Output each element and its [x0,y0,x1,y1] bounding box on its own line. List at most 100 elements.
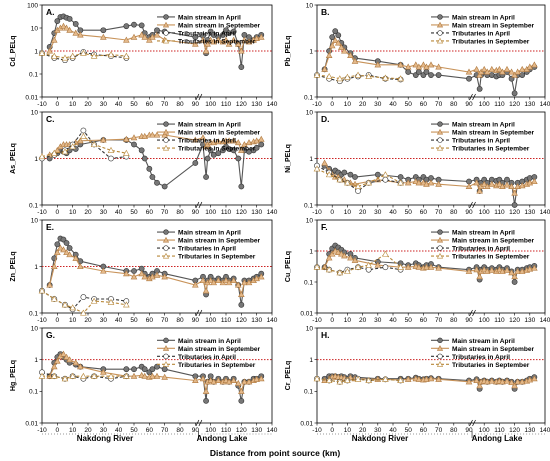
panel-pb-pelq-series-main-stream-in-april-point [428,72,434,78]
panel-cu-pelq-series-main-stream-in-september-point [499,267,506,274]
panel-cr-pelq-series-main-stream-in-september-point [404,375,412,382]
panel-pb-pelq-series-main-stream-in-april-point [519,72,526,78]
panel-hg-pelq-axis-break [195,419,200,427]
panel-cr-pelq-x-tick-label: 110 [494,427,505,434]
panel-cr-pelq-series-main-stream-in-september-point [526,376,534,383]
panel-ni-pelq-legend-label: Tributaries in September [452,146,530,153]
panel-cu-pelq-series-main-stream-in-september-point [328,250,336,257]
panel-cd-pelq-series-main-stream-in-september-point [141,33,149,40]
panel-hg-pelq-x-tick-label: 140 [267,427,278,434]
panel-cd-pelq-series-main-stream-in-september-point [50,36,58,43]
panel-hg-pelq-series-tributaries-in-september-line [42,375,127,380]
panel-pb-pelq-series-main-stream-in-september-point [328,42,336,49]
panel-cu-pelq-series-tributaries-in-september-point [344,267,351,274]
panel-pb-pelq-series-main-stream-in-september-point [435,63,442,70]
panel-cu-pelq-legend-swatch-marker [436,252,444,259]
panel-pb-pelq-series-main-stream-in-september [321,36,538,78]
panel-cu-pelq-series-tributaries-in-september-point [354,263,362,270]
panel-zn-pelq-series-main-stream-in-september-point [161,273,168,280]
panel-zn-pelq-y-tick-label: 1 [34,264,38,271]
panel-zn-pelq-series-main-stream-in-september-point [100,267,107,274]
panel-zn-pelq-series-tributaries-in-april-point [80,294,87,300]
panel-as-pelq-legend-label: Tributaries in April [178,138,236,145]
panel-cd-pelq-series-tributaries-in-september-point [123,52,130,59]
panel-cr-pelq-y-axis-label: Cr_PELq [285,361,292,391]
panel-zn-pelq-series-main-stream-in-april-point [238,301,245,308]
panel-ni-pelq-series-main-stream-in-september-point [531,178,538,185]
panel-pb-pelq-y-tick-label: 10 [306,2,314,9]
panel-ni-pelq-legend-swatch-marker [436,144,444,151]
panel-cd-pelq-series-main-stream-in-september [46,22,265,54]
panel-pb-pelq-series-main-stream-in-september-point [508,68,515,75]
panel-cr-pelq: -10 0 10 20 30 40 50 60 70 80 90 100 110 120 130 1400.0… [285,325,550,434]
panel-zn-pelq-series-main-stream-in-september-point [149,273,156,280]
panel-as-pelq-series-main-stream-in-april-point [138,147,145,154]
panel-cr-pelq-x-tick-label: 140 [540,427,550,434]
panel-ni-pelq-series-main-stream-in-september-point [404,179,412,186]
panel-cr-pelq-x-tick-label: 30 [374,427,382,434]
panel-hg-pelq-x-tick-label: 30 [100,427,108,434]
panel-cd-pelq-x-tick-label: 0 [56,101,60,108]
panel-as-pelq-axis-break [198,201,203,209]
panel-ni-pelq-x-tick-label: -10 [312,209,322,216]
panel-as-pelq-x-tick-label: 130 [251,209,262,216]
panel-cd-pelq-series-tributaries-in-september-point [69,52,76,59]
panel-cd-pelq-axis-break [195,93,200,101]
panel-ni-pelq-x-tick-label: 140 [540,209,550,216]
panel-ni-pelq-legend-swatch-marker [437,137,443,143]
panel-cd-pelq-series-main-stream-in-september-point [72,29,80,36]
panel-as-pelq-axis-break [195,201,200,209]
panel-hg-pelq-x-tick-label: 80 [176,427,184,434]
panel-hg-pelq-series-main-stream-in-september-point [66,356,73,363]
panel-cr-pelq-x-tick-label: 10 [344,427,352,434]
panel-ni-pelq-y-tick-label: 1 [309,156,313,163]
panel-cd-pelq-x-tick-label: 130 [251,101,262,108]
panel-cr-pelq-series-main-stream-in-september-point [435,375,442,382]
panel-cu-pelq-series-main-stream-in-september-point [334,249,342,255]
panel-cd-pelq-series-main-stream-in-september-point [138,31,145,38]
panel-cd-pelq-series-main-stream-in-september-point [234,40,242,47]
panel-hg-pelq-x-tick-label: 90 [192,427,200,434]
panel-cd-pelq-legend-label: Main stream in April [178,14,241,21]
panel-as-pelq-x-tick-label: -10 [37,209,47,216]
panel-pb-pelq-series-main-stream-in-september-point [420,61,427,68]
panel-pb-pelq-series-main-stream-in-september-point [331,36,339,43]
panel-cr-pelq-series-main-stream-in-september-point [488,377,496,384]
panel-as-pelq-x-tick-label: 140 [267,209,278,216]
panel-cd-pelq-series-main-stream-in-september-point [146,36,153,43]
panel-as-pelq-series-main-stream-in-april-point [220,147,226,154]
panel-ni-pelq-series-tributaries-in-september [313,165,404,190]
panel-pb-pelq-legend-label: Main stream in September [452,22,535,29]
panel-zn-pelq-legend-label: Tributaries in April [178,246,236,253]
panel-ni-pelq-series-main-stream-in-april-point [352,174,358,180]
panel-pb-pelq-x-tick-label: 70 [435,101,443,108]
panel-cu-pelq-x-tick-label: 40 [389,317,397,324]
panel-cu-pelq-x-tick-label: 140 [540,317,550,324]
panel-cd-pelq-y-axis-label: Cd_PELq [10,35,17,66]
panel-cr-pelq-legend-swatch-marker [437,353,443,360]
panel-pb-pelq-series-main-stream-in-september-point [473,65,480,72]
panel-zn-pelq-legend-swatch-marker [162,252,170,259]
panel-as-pelq-x-tick-label: 10 [69,209,77,216]
panel-zn-pelq-x-tick-label: 30 [100,317,108,324]
panel-zn-pelq-series-tributaries-in-september-point [123,301,130,308]
panel-cu-pelq-series-main-stream-in-september-point [518,267,526,274]
region-label-nakdong-right: Nakdong River [352,434,408,443]
panel-zn-pelq-series-main-stream-in-september-point [257,273,265,280]
panel-zn-pelq-panel-label: E. [46,222,54,232]
panel-ni-pelq: -10 0 10 20 30 40 50 60 70 80 90 100 110 120 130 1400.1… [285,109,550,216]
panel-cd-pelq-legend-swatch-marker [162,37,170,44]
panel-hg-pelq-series-main-stream-in-september-point [100,368,107,375]
panel-zn-pelq-series-main-stream-in-september-point [153,271,161,278]
panel-cu-pelq-series-main-stream-in-september-point [465,267,473,274]
panel-cu-pelq-legend-swatch-marker [436,236,444,243]
panel-as-pelq-series-tributaries-in-september-point [107,146,115,153]
panel-cd-pelq-series-main-stream-in-april-point [138,22,145,29]
panel-zn-pelq-x-tick-label: 130 [251,317,262,324]
panel-cd-pelq-series-main-stream-in-september-point [100,33,107,40]
panel-ni-pelq-series-main-stream-in-april-point [511,202,518,208]
panel-ni-pelq-series-main-stream-in-september-point [415,179,423,186]
panel-cr-pelq-series-main-stream-in-september-point [518,378,526,385]
panel-cu-pelq-x-tick-label: 90 [465,317,473,324]
